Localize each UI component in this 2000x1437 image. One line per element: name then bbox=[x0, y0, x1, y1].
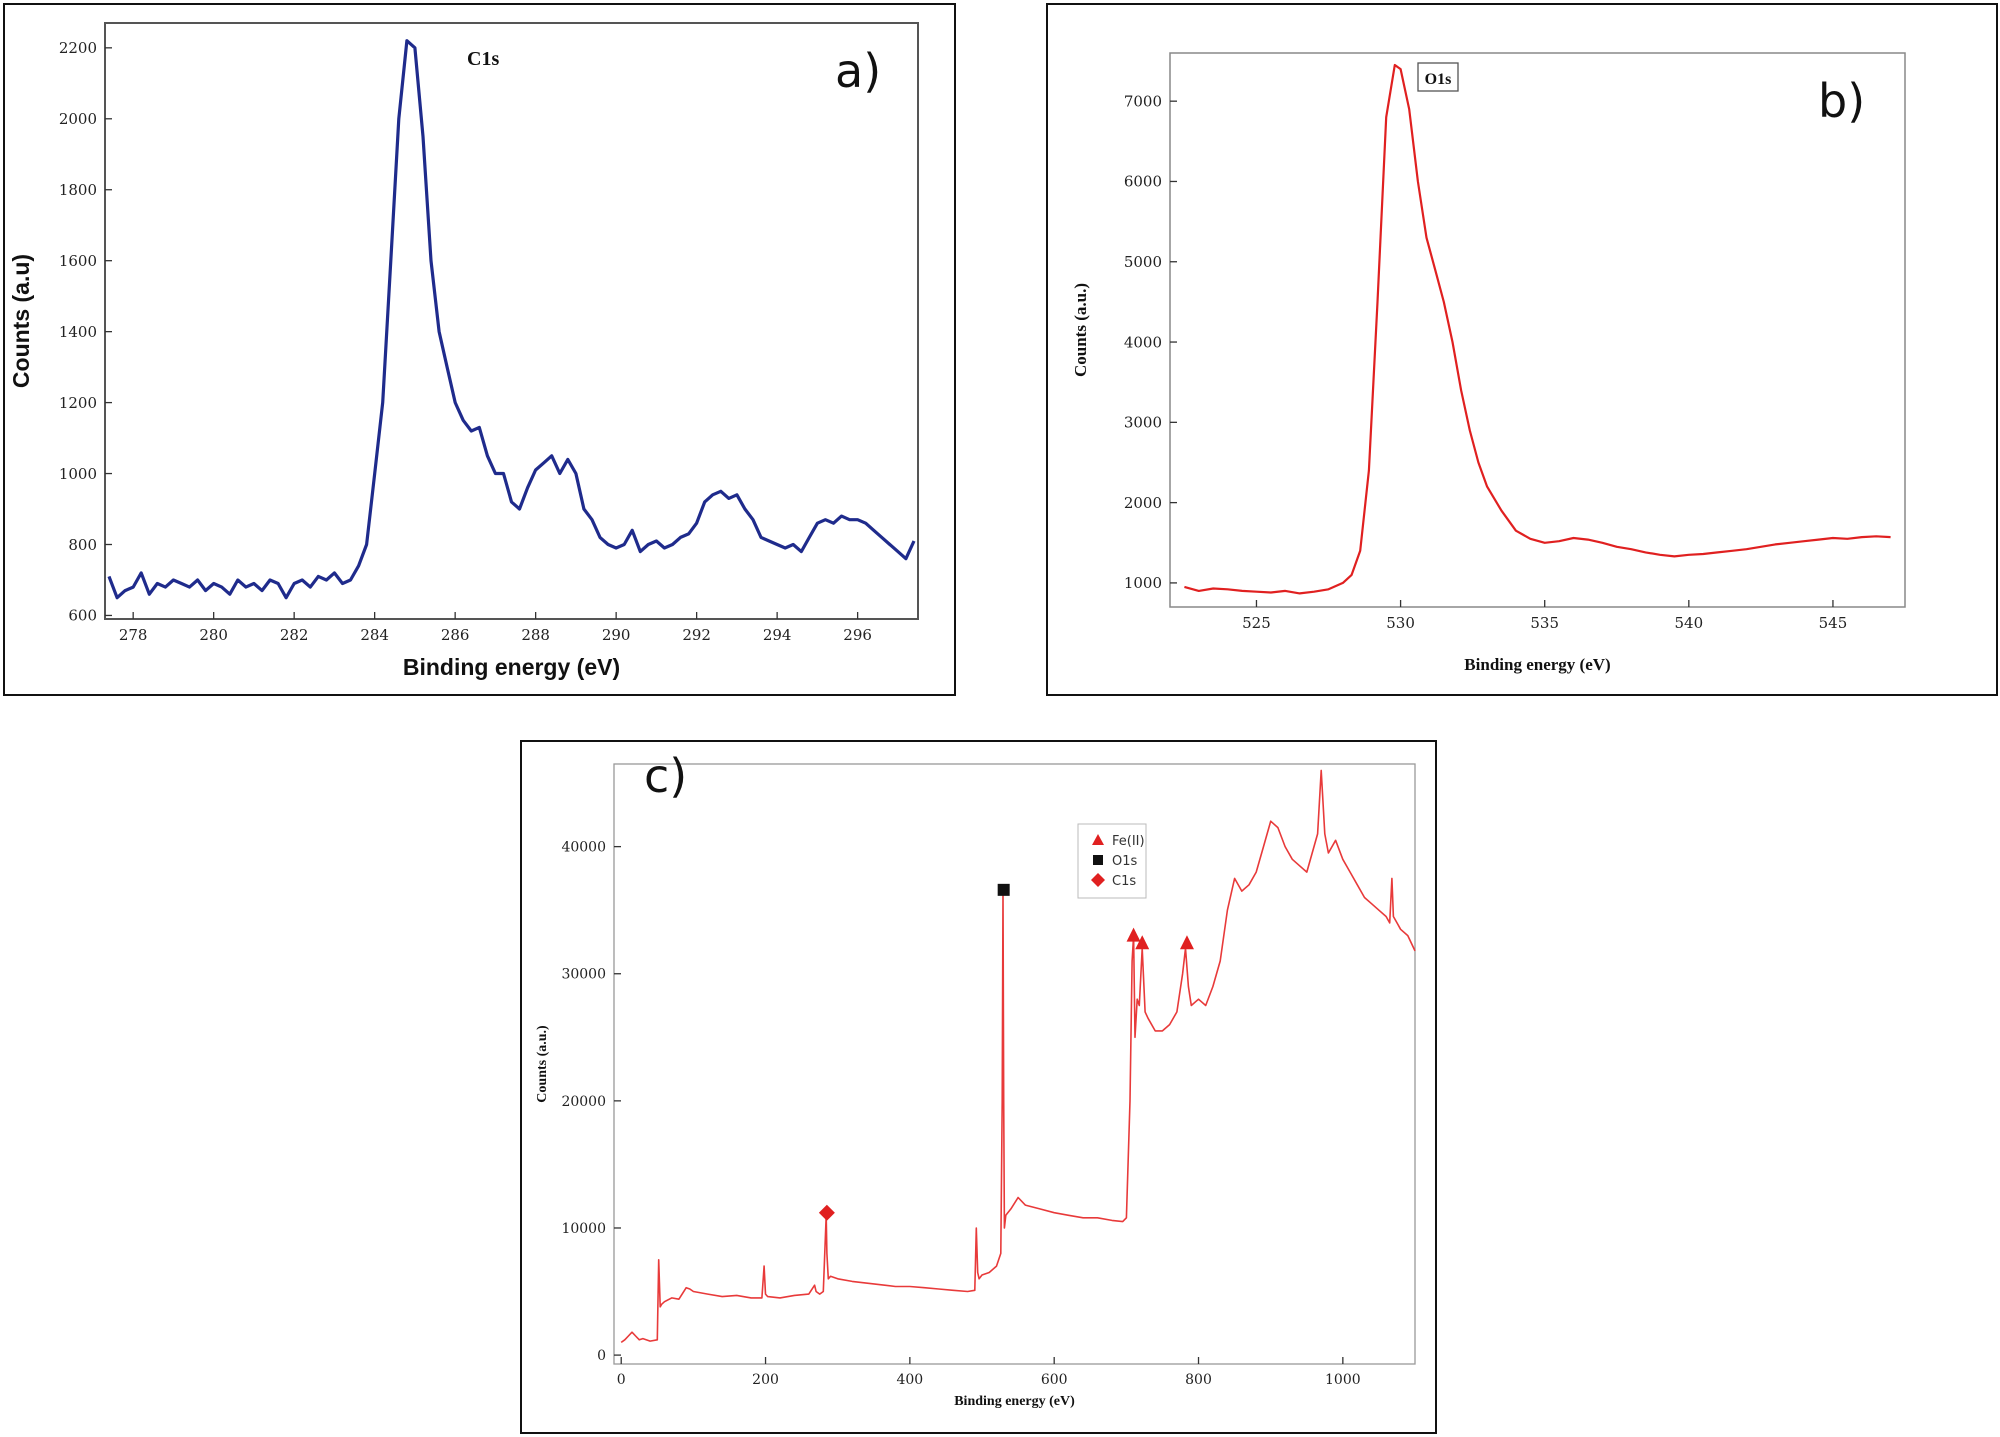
legend-square-marker bbox=[1093, 855, 1103, 865]
y-tick-label: 10000 bbox=[561, 1221, 606, 1237]
y-tick-label: 5000 bbox=[1124, 253, 1162, 271]
panel-b-o1s-chart: 525 530 535 540 545 1000 2000 3000 4000 5000 6000 7… bbox=[1046, 3, 1998, 696]
legend-diamond-marker bbox=[1091, 873, 1105, 887]
survey-chart-svg: 0 200 400 600 800 1000010000200003000040000Bi… bbox=[535, 749, 1416, 1409]
plot-frame bbox=[1169, 52, 1906, 608]
y-tick-label: 4000 bbox=[1124, 333, 1162, 351]
x-tick-label: 545 bbox=[1819, 614, 1848, 632]
y-tick-label: 7000 bbox=[1124, 92, 1162, 110]
spectrum-line bbox=[1184, 63, 1891, 595]
x-axis-title: Binding energy (eV) bbox=[954, 1394, 1075, 1409]
y-tick-label: 40000 bbox=[561, 840, 606, 856]
y-axis-title: Counts (a.u.) bbox=[535, 1025, 550, 1103]
spectrum-line bbox=[107, 39, 916, 600]
y-tick-label: 20000 bbox=[561, 1094, 606, 1110]
x-tick-label: 280 bbox=[199, 626, 228, 644]
y-tick-label: 30000 bbox=[561, 967, 606, 983]
y-tick-label: 2000 bbox=[1124, 494, 1162, 512]
x-tick-label: 1000 bbox=[1325, 1372, 1361, 1388]
y-tick-label: 2200 bbox=[59, 39, 97, 57]
x-tick-label: 286 bbox=[441, 626, 470, 644]
y-tick-label: 1800 bbox=[59, 181, 97, 199]
legend-box bbox=[1077, 823, 1147, 899]
plot-frame bbox=[104, 22, 919, 620]
x-tick-label: 400 bbox=[896, 1372, 923, 1388]
c1s-chart-svg: 278 280 282 284 286 288 290 292 294 296 600 800 1000… bbox=[8, 22, 919, 680]
fe-peak-marker bbox=[1179, 935, 1194, 950]
y-axis-title: Counts (a.u.) bbox=[1071, 283, 1090, 377]
peak-annotation: C1s bbox=[467, 48, 499, 70]
panel-label: c) bbox=[644, 749, 687, 803]
legend-entry-label: C1s bbox=[1112, 874, 1136, 889]
fe-peak-marker bbox=[1135, 935, 1150, 950]
x-tick-label: 525 bbox=[1242, 614, 1271, 632]
x-tick-label: 600 bbox=[1041, 1372, 1068, 1388]
c1s-peak-marker bbox=[818, 1204, 835, 1221]
panel-c-survey-chart: 0 200 400 600 800 1000 0 10000 20000 30000 40000 Bi… bbox=[520, 740, 1437, 1434]
x-tick-label: 278 bbox=[119, 626, 148, 644]
panel-a-c1s-chart: 278 280 282 284 286 288 290 292 294 296 600 800 1000… bbox=[3, 3, 956, 696]
y-axis-title: Counts (a.u) bbox=[8, 254, 34, 388]
legend-entry-label: Fe(II) bbox=[1112, 834, 1145, 849]
y-tick-label: 800 bbox=[68, 536, 97, 554]
panel-label: a) bbox=[835, 44, 881, 98]
x-tick-label: 200 bbox=[752, 1372, 779, 1388]
x-tick-label: 540 bbox=[1675, 614, 1704, 632]
x-tick-label: 296 bbox=[843, 626, 872, 644]
x-tick-label: 0 bbox=[617, 1372, 626, 1388]
spectrum-line bbox=[620, 769, 1416, 1344]
x-tick-label: 294 bbox=[763, 626, 792, 644]
y-tick-label: 1000 bbox=[59, 465, 97, 483]
y-tick-label: 0 bbox=[597, 1348, 606, 1364]
plot-frame bbox=[613, 763, 1416, 1365]
legend-triangle-marker bbox=[1092, 834, 1104, 845]
x-tick-label: 284 bbox=[360, 626, 389, 644]
x-tick-label: 800 bbox=[1185, 1372, 1212, 1388]
x-tick-label: 535 bbox=[1530, 614, 1559, 632]
panel-label: b) bbox=[1818, 74, 1865, 128]
legend-entry-label: O1s bbox=[1112, 854, 1138, 869]
y-tick-label: 600 bbox=[68, 607, 97, 625]
x-tick-label: 282 bbox=[280, 626, 309, 644]
peak-annotation: O1s bbox=[1425, 71, 1452, 88]
y-tick-label: 1400 bbox=[59, 323, 97, 341]
y-tick-label: 1000 bbox=[1124, 574, 1162, 592]
x-tick-label: 290 bbox=[602, 626, 631, 644]
y-tick-label: 1200 bbox=[59, 394, 97, 412]
x-tick-label: 288 bbox=[521, 626, 550, 644]
x-axis-title: Binding energy (eV) bbox=[403, 654, 620, 680]
annotation-box bbox=[1417, 62, 1459, 92]
y-tick-label: 6000 bbox=[1124, 173, 1162, 191]
x-tick-label: 530 bbox=[1386, 614, 1415, 632]
y-tick-label: 3000 bbox=[1124, 414, 1162, 432]
fe-peak-marker bbox=[1126, 927, 1141, 942]
x-axis-title: Binding energy (eV) bbox=[1464, 655, 1610, 674]
y-tick-label: 1600 bbox=[59, 252, 97, 270]
x-tick-label: 292 bbox=[682, 626, 711, 644]
o1s-peak-marker bbox=[997, 883, 1010, 896]
y-tick-label: 2000 bbox=[59, 110, 97, 128]
o1s-chart-svg: 525 530 535 540 545 1000 2000 3000 4000 5000 6000 7… bbox=[1071, 52, 1906, 674]
